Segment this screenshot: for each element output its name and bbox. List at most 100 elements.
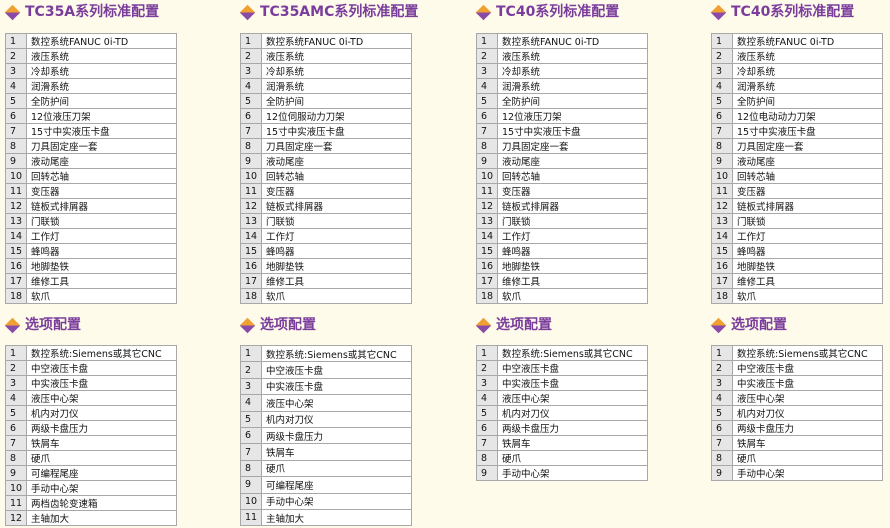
row-item: 数控系统FANUC 0i-TD xyxy=(261,33,412,49)
table-row: 7 铁屑车 xyxy=(711,435,883,451)
row-number: 1 xyxy=(240,33,262,49)
table-row: 9 可编程尾座 xyxy=(5,465,177,481)
row-item: 工作灯 xyxy=(26,228,177,244)
table-row: 12 链板式排屑器 xyxy=(240,198,412,214)
row-item: 全防护间 xyxy=(261,93,412,109)
row-item: 数控系统FANUC 0i-TD xyxy=(26,33,177,49)
table-row: 8 刀具固定座一套 xyxy=(711,138,883,154)
table-row: 16 地脚垫铁 xyxy=(5,258,177,274)
table-row: 10 回转芯轴 xyxy=(240,168,412,184)
table-row: 4 润滑系统 xyxy=(476,78,648,94)
table-row: 11 变压器 xyxy=(240,183,412,199)
row-item: 中实液压卡盘 xyxy=(497,375,648,391)
row-number: 11 xyxy=(5,495,27,511)
row-item: 润滑系统 xyxy=(732,78,883,94)
table-row: 1 数控系统:Siemens或其它CNC xyxy=(476,345,648,361)
config-table: 1 数控系统:Siemens或其它CNC 2 中空液压卡盘 3 中实液压卡盘 4 液压中心架 5… xyxy=(476,345,648,481)
table-row: 2 中空液压卡盘 xyxy=(240,361,412,379)
row-number: 7 xyxy=(240,443,262,461)
row-item: 液动尾座 xyxy=(732,153,883,169)
row-item: 工作灯 xyxy=(261,228,412,244)
row-item: 两档齿轮变速箱 xyxy=(26,495,177,511)
row-number: 2 xyxy=(240,361,262,379)
section-icon xyxy=(239,317,256,334)
table-row: 2 液压系统 xyxy=(476,48,648,64)
row-item: 数控系统:Siemens或其它CNC xyxy=(26,345,177,361)
row-item: 蜂鸣器 xyxy=(26,243,177,259)
row-number: 11 xyxy=(711,183,733,199)
table-row: 8 刀具固定座一套 xyxy=(5,138,177,154)
row-number: 1 xyxy=(240,344,262,363)
row-number: 5 xyxy=(476,93,498,109)
row-number: 3 xyxy=(476,63,498,79)
row-number: 9 xyxy=(5,465,27,481)
row-number: 16 xyxy=(476,258,498,274)
row-number: 11 xyxy=(240,183,262,199)
row-number: 4 xyxy=(711,78,733,94)
row-item: 链板式排屑器 xyxy=(732,198,883,214)
row-number: 3 xyxy=(5,63,27,79)
table-row: 1 数控系统FANUC 0i-TD xyxy=(476,33,648,49)
table-row: 17 维修工具 xyxy=(476,273,648,289)
row-number: 15 xyxy=(5,243,27,259)
row-item: 门联锁 xyxy=(261,213,412,229)
row-number: 18 xyxy=(240,288,262,304)
section-icon xyxy=(239,4,256,21)
row-item: 变压器 xyxy=(732,183,883,199)
section-icon xyxy=(475,317,492,334)
table-row: 13 门联锁 xyxy=(711,213,883,229)
table-row: 17 维修工具 xyxy=(5,273,177,289)
row-item: 主轴加大 xyxy=(261,508,412,527)
table-row: 5 机内对刀仪 xyxy=(476,405,648,421)
row-number: 3 xyxy=(240,63,262,79)
row-item: 15寸中实液压卡盘 xyxy=(26,123,177,139)
row-number: 8 xyxy=(5,450,27,466)
row-item: 液压系统 xyxy=(261,48,412,64)
row-number: 10 xyxy=(5,480,27,496)
table-row: 18 软爪 xyxy=(476,288,648,304)
row-number: 10 xyxy=(5,168,27,184)
row-item: 地脚垫铁 xyxy=(732,258,883,274)
row-number: 17 xyxy=(476,273,498,289)
section-icon xyxy=(475,4,492,21)
row-item: 两级卡盘压力 xyxy=(497,420,648,436)
table-row: 12 链板式排屑器 xyxy=(5,198,177,214)
row-item: 蜂鸣器 xyxy=(732,243,883,259)
table-row: 5 全防护间 xyxy=(5,93,177,109)
row-item: 润滑系统 xyxy=(261,78,412,94)
row-item: 冷却系统 xyxy=(497,63,648,79)
row-number: 9 xyxy=(476,153,498,169)
row-number: 16 xyxy=(240,258,262,274)
section-title: 选项配置 xyxy=(496,317,552,333)
table-row: 8 硬爪 xyxy=(240,459,412,478)
row-number: 9 xyxy=(240,476,262,494)
row-number: 8 xyxy=(476,450,498,466)
config-table: 1 数控系统:Siemens或其它CNC 2 中空液压卡盘 3 中实液压卡盘 4 液压中心架 5… xyxy=(240,344,412,527)
table-row: 7 15寸中实液压卡盘 xyxy=(711,123,883,139)
row-number: 9 xyxy=(711,153,733,169)
row-number: 11 xyxy=(240,508,262,527)
row-number: 1 xyxy=(5,33,27,49)
table-row: 7 铁屑车 xyxy=(240,443,412,461)
table-row: 13 门联锁 xyxy=(476,213,648,229)
row-item: 回转芯轴 xyxy=(26,168,177,184)
row-item: 软爪 xyxy=(497,288,648,304)
row-item: 地脚垫铁 xyxy=(497,258,648,274)
table-row: 8 刀具固定座一套 xyxy=(240,138,412,154)
row-item: 液动尾座 xyxy=(26,153,177,169)
table-row: 15 蜂鸣器 xyxy=(240,243,412,259)
table-row: 8 硬爪 xyxy=(711,450,883,466)
row-item: 铁屑车 xyxy=(261,443,412,461)
row-number: 2 xyxy=(5,48,27,64)
row-number: 1 xyxy=(5,345,27,361)
row-item: 刀具固定座一套 xyxy=(26,138,177,154)
row-number: 5 xyxy=(5,93,27,109)
row-number: 5 xyxy=(711,405,733,421)
row-number: 7 xyxy=(711,123,733,139)
row-number: 4 xyxy=(5,78,27,94)
row-item: 液动尾座 xyxy=(497,153,648,169)
row-item: 润滑系统 xyxy=(26,78,177,94)
row-number: 3 xyxy=(711,63,733,79)
row-number: 10 xyxy=(711,168,733,184)
row-item: 中空液压卡盘 xyxy=(497,360,648,376)
